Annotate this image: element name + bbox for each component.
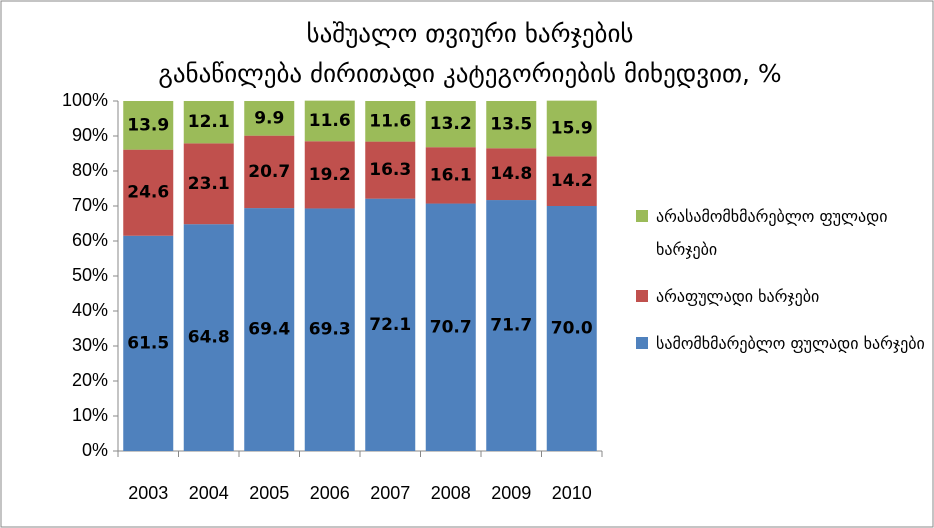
- data-label: 13.2: [430, 114, 472, 134]
- bar-segment: [123, 101, 174, 150]
- data-label: 72.1: [369, 315, 411, 335]
- y-tick-label: 60%: [72, 230, 108, 250]
- bar-segment: [425, 147, 476, 204]
- x-tick-label: 2008: [431, 483, 471, 503]
- data-label: 15.9: [551, 118, 593, 138]
- legend-item: არასამომხმარებლო ფულადი ხარჯები: [636, 200, 926, 266]
- bar-segment: [486, 200, 537, 451]
- data-label: 16.3: [369, 160, 411, 180]
- y-tick-label: 0%: [82, 440, 108, 460]
- bar-segment: [365, 198, 416, 451]
- data-label: 16.1: [430, 165, 472, 185]
- bar-segment: [183, 143, 234, 225]
- bar-segment: [425, 203, 476, 451]
- bar-segment: [546, 100, 597, 157]
- legend-swatch: [636, 337, 648, 349]
- x-tick-label: 2004: [189, 483, 229, 503]
- bar-segment: [304, 208, 355, 451]
- data-label: 13.9: [127, 115, 169, 135]
- x-tick-label: 2005: [249, 483, 289, 503]
- data-label: 19.2: [309, 165, 351, 185]
- bar-segment: [546, 156, 597, 206]
- legend-label: არასამომხმარებლო ფულადი ხარჯები: [656, 207, 888, 259]
- x-tick-label: 2006: [310, 483, 350, 503]
- bar-segment: [183, 224, 234, 451]
- x-tick-label: 2003: [128, 483, 168, 503]
- y-tick-label: 100%: [62, 90, 108, 110]
- data-label: 13.5: [490, 115, 532, 135]
- data-label: 14.8: [490, 164, 532, 184]
- bar-segment: [425, 101, 476, 148]
- data-label: 70.7: [430, 317, 472, 337]
- legend-label: სამომხმარებლო ფულადი ხარჯები: [656, 334, 925, 353]
- legend-item: არაფულადი ხარჯები: [636, 280, 926, 313]
- legend-swatch: [636, 290, 648, 302]
- bar-segment: [123, 235, 174, 451]
- data-label: 70.0: [551, 319, 593, 339]
- y-tick-label: 70%: [72, 195, 108, 215]
- x-tick-label: 2007: [370, 483, 410, 503]
- bar-segment: [365, 101, 416, 142]
- y-tick-label: 40%: [72, 300, 108, 320]
- bar-segment: [244, 135, 295, 209]
- y-tick-label: 80%: [72, 160, 108, 180]
- y-tick-label: 20%: [72, 370, 108, 390]
- data-label: 9.9: [254, 108, 284, 128]
- bar-segment: [486, 101, 537, 149]
- data-label: 23.1: [188, 174, 230, 194]
- bar-segment: [304, 100, 355, 142]
- data-label: 64.8: [188, 328, 230, 348]
- bar-segment: [123, 149, 174, 236]
- x-tick-label: 2010: [552, 483, 592, 503]
- data-label: 11.6: [369, 111, 411, 131]
- bar-segment: [486, 148, 537, 201]
- bar-segment: [183, 101, 234, 144]
- data-label: 12.1: [188, 112, 230, 132]
- y-tick-label: 10%: [72, 405, 108, 425]
- legend-label: არაფულადი ხარჯები: [656, 287, 820, 306]
- data-label: 11.6: [309, 111, 351, 131]
- bar-segment: [244, 208, 295, 451]
- bar-segment: [365, 141, 416, 199]
- data-label: 14.2: [551, 171, 593, 191]
- y-tick-label: 50%: [72, 265, 108, 285]
- data-label: 61.5: [127, 333, 169, 353]
- data-label: 24.6: [127, 183, 169, 203]
- bar-segment: [546, 206, 597, 451]
- data-label: 69.4: [248, 320, 290, 340]
- data-label: 71.7: [490, 316, 532, 336]
- x-tick-label: 2009: [491, 483, 531, 503]
- data-label: 69.3: [309, 320, 351, 340]
- bar-segment: [304, 141, 355, 209]
- y-tick-label: 30%: [72, 335, 108, 355]
- data-label: 20.7: [248, 162, 290, 182]
- legend: არასამომხმარებლო ფულადი ხარჯები არაფულადი…: [636, 200, 926, 374]
- y-tick-label: 90%: [72, 125, 108, 145]
- chart-title: საშუალო თვიური ხარჯების განაწილება ძირითა…: [158, 19, 781, 88]
- bar-segment: [244, 101, 295, 136]
- legend-swatch: [636, 210, 648, 222]
- legend-item: სამომხმარებლო ფულადი ხარჯები: [636, 327, 926, 360]
